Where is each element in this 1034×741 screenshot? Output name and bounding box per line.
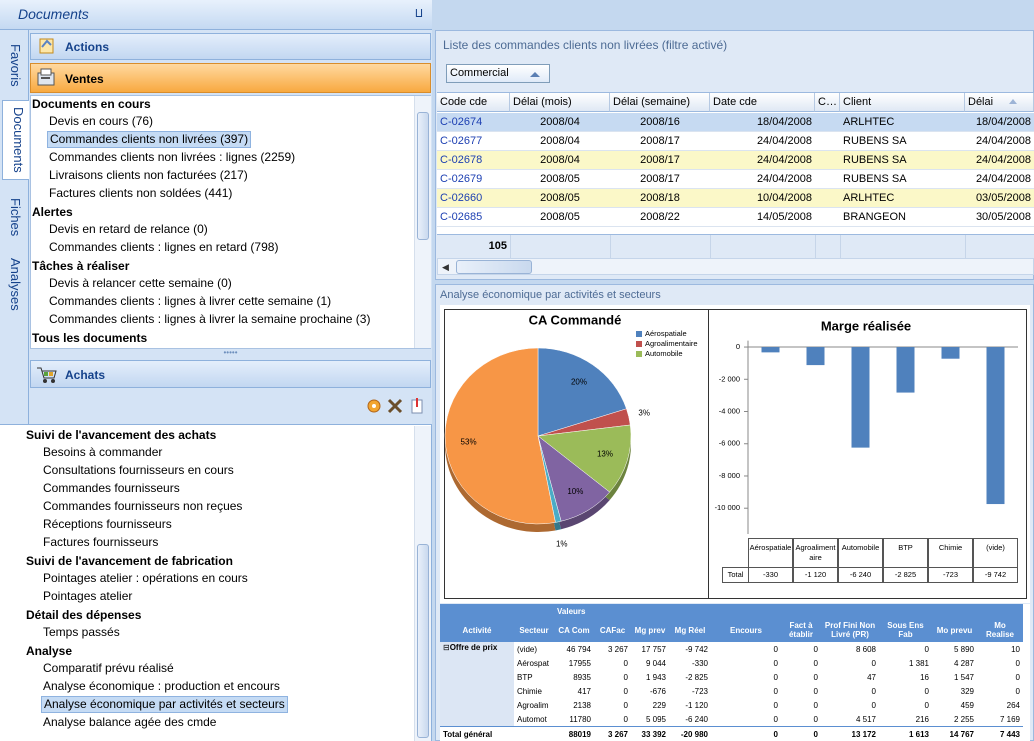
y-tick-label: -8 000 [719, 471, 740, 480]
bar [897, 347, 915, 393]
chart-title: Marge réalisée [821, 318, 911, 333]
bar [987, 347, 1005, 504]
legend-label: Automobile [645, 349, 683, 358]
slice-label: 3% [638, 409, 650, 418]
legend-label: Aérospatiale [645, 329, 687, 338]
legend-label: Agroalimentaire [645, 339, 698, 348]
bar [852, 347, 870, 448]
slice-label: 20% [571, 378, 587, 387]
y-tick-label: -10 000 [715, 503, 740, 512]
y-tick-label: 0 [736, 342, 740, 351]
slice-label: 13% [597, 450, 613, 459]
slice-label: 53% [461, 437, 477, 446]
legend-swatch [636, 331, 642, 337]
bar [762, 347, 780, 352]
legend-swatch [636, 351, 642, 357]
y-tick-label: -4 000 [719, 406, 740, 415]
slice-label: 1% [556, 540, 568, 549]
bar [807, 347, 825, 365]
y-tick-label: -2 000 [719, 374, 740, 383]
slice-label: 10% [567, 487, 583, 496]
bar [942, 347, 960, 359]
legend-swatch [636, 341, 642, 347]
y-tick-label: -6 000 [719, 439, 740, 448]
chart-title: CA Commandé [529, 312, 622, 327]
